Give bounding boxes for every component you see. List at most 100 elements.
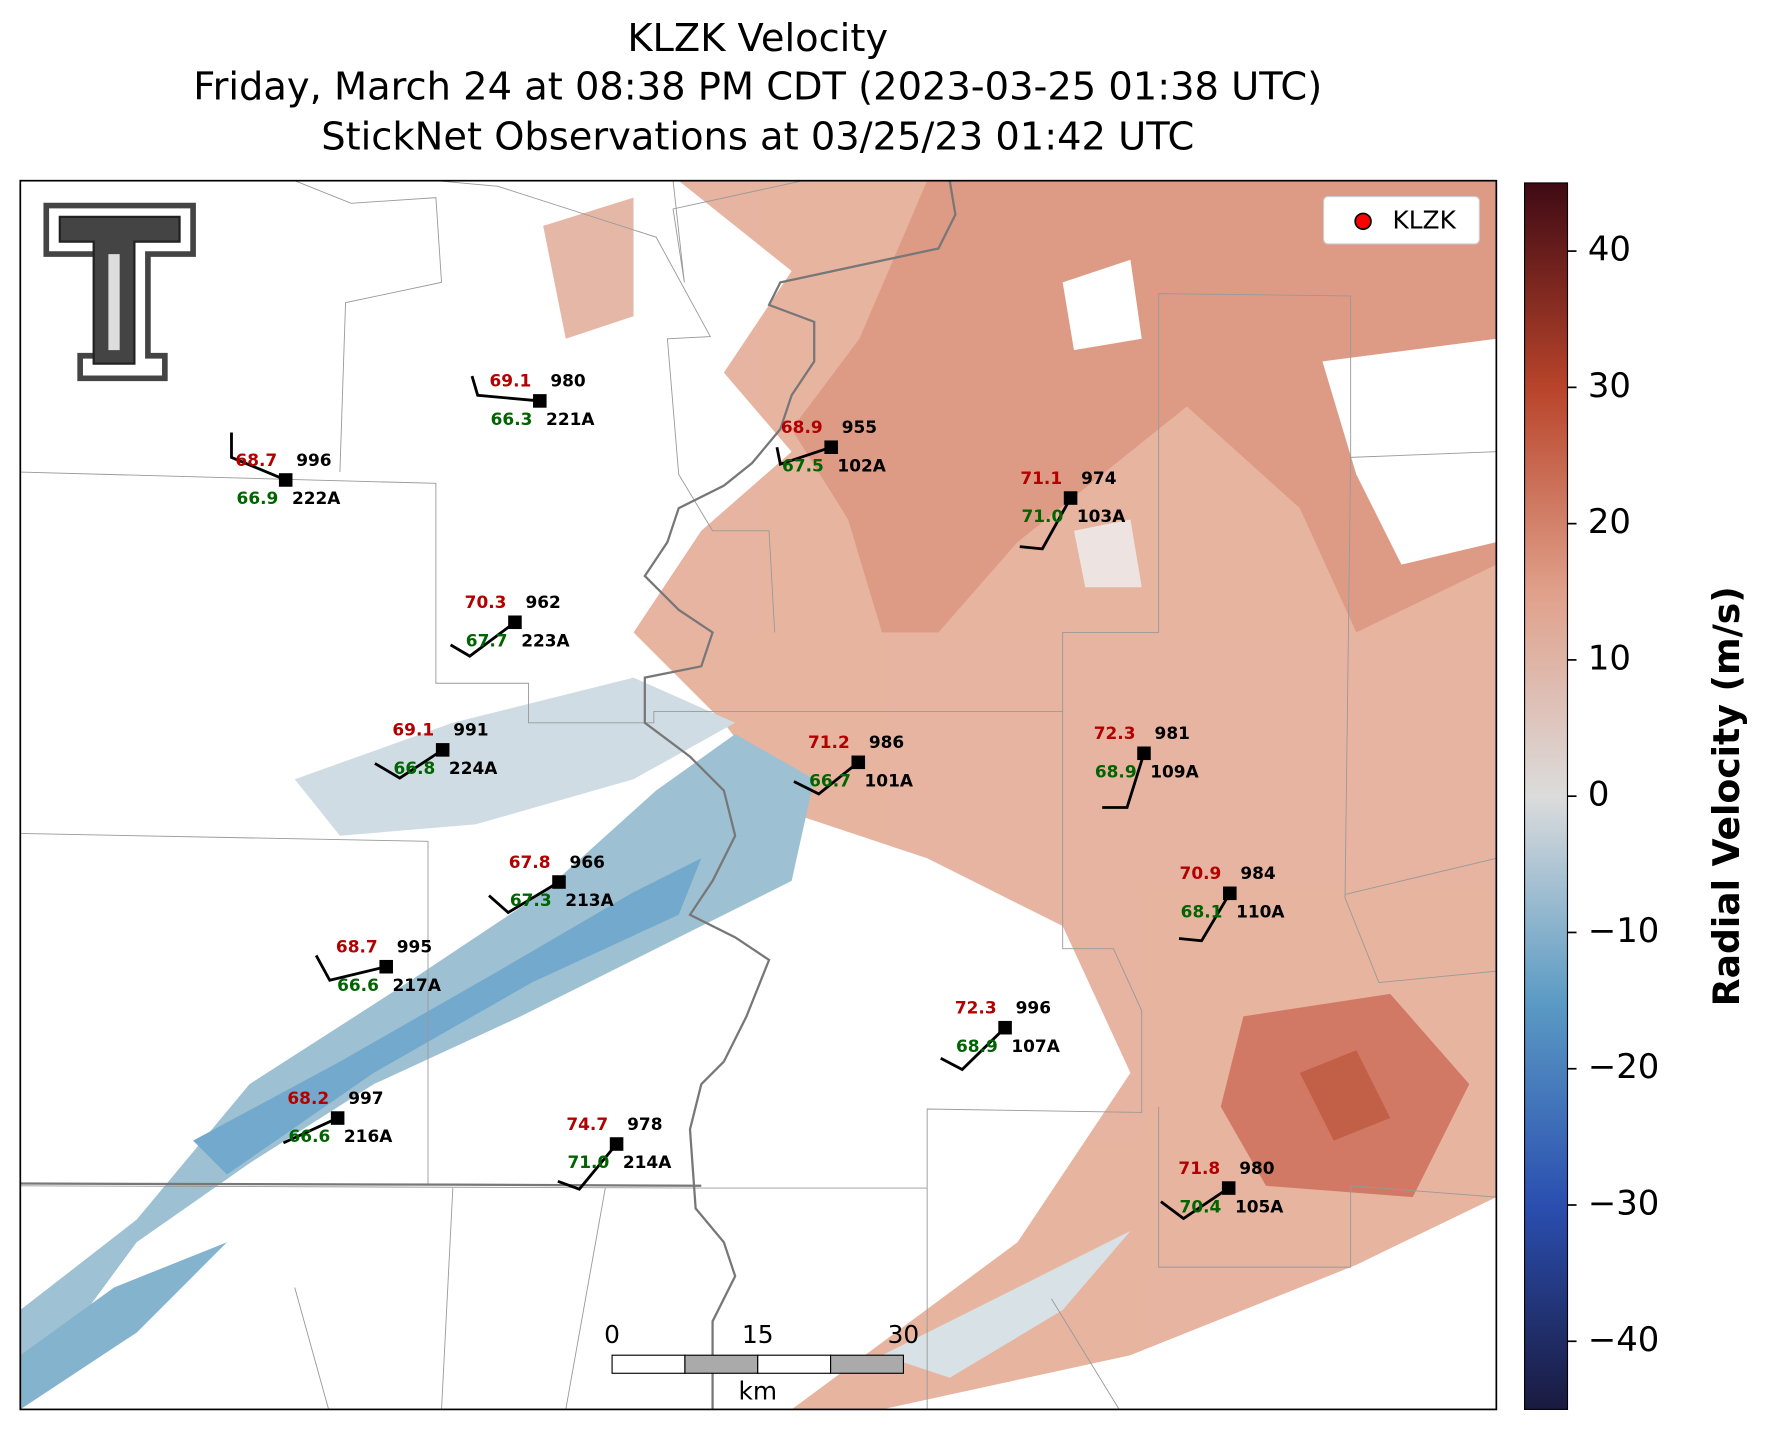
station: 70.9 984 68.1 110A xyxy=(1178,863,1285,943)
station-id: 216A xyxy=(344,1126,393,1146)
temperature: 67.8 xyxy=(509,852,551,872)
pressure: 995 xyxy=(397,937,432,957)
dewpoint: 66.9 xyxy=(237,488,279,508)
pressure: 974 xyxy=(1081,468,1116,488)
dewpoint: 68.9 xyxy=(1095,761,1137,781)
scale-tick-label: 0 xyxy=(604,1320,620,1349)
pressure: 986 xyxy=(869,732,904,752)
station: 71.1 974 71.0 103A xyxy=(1019,468,1126,551)
pressure: 991 xyxy=(453,720,488,740)
legend: KLZK xyxy=(1322,195,1480,245)
pressure: 962 xyxy=(526,592,561,612)
temperature: 74.7 xyxy=(566,1114,608,1134)
station-id: 223A xyxy=(521,630,570,650)
scale-segment xyxy=(611,1354,686,1374)
station-marker xyxy=(552,875,566,889)
temperature: 72.3 xyxy=(955,997,997,1017)
station-marker xyxy=(330,1111,345,1125)
legend-marker xyxy=(1354,212,1372,231)
logo xyxy=(43,202,196,382)
station-id: 109A xyxy=(1150,761,1199,781)
radar-echoes xyxy=(20,180,1497,1410)
colorbar-tick-label: 40 xyxy=(1588,230,1631,269)
colorbar-tick-label: 30 xyxy=(1588,366,1631,405)
dewpoint: 66.8 xyxy=(394,758,436,778)
station-marker xyxy=(435,743,450,757)
wind-barb xyxy=(1102,752,1146,809)
station-marker xyxy=(533,394,547,408)
county-lines xyxy=(20,180,1497,1410)
station-marker xyxy=(998,1020,1012,1035)
station-id: 107A xyxy=(1011,1036,1060,1056)
colorbar-tick-label: 10 xyxy=(1588,638,1631,677)
pressure: 978 xyxy=(627,1114,662,1134)
station-id: 102A xyxy=(837,455,886,475)
colorbar-ticks: −40 −30 −20 −10 0 10 20 30 40 xyxy=(1567,230,1659,1359)
wind-barb xyxy=(1019,497,1072,551)
pressure: 955 xyxy=(842,417,877,437)
dewpoint: 66.7 xyxy=(809,771,851,791)
station: 68.7 995 66.6 217A xyxy=(314,937,442,995)
temperature: 71.2 xyxy=(808,732,850,752)
station: 68.9 955 67.5 102A xyxy=(775,417,887,475)
station-id: 110A xyxy=(1236,902,1285,922)
station-marker xyxy=(609,1137,624,1151)
dewpoint: 67.3 xyxy=(510,890,552,910)
pressure: 984 xyxy=(1240,863,1275,883)
wind-barb xyxy=(775,445,832,467)
colorbar-label: Radial Velocity (m/s) xyxy=(1705,586,1748,1006)
scale-bar: 0 15 30 km xyxy=(604,1320,919,1405)
wind-barb xyxy=(940,1026,1007,1072)
station: 72.3 981 68.9 109A xyxy=(1094,723,1200,809)
scale-tick-label: 15 xyxy=(742,1320,774,1349)
wind-barb xyxy=(449,621,516,658)
colorbar xyxy=(1524,182,1569,1410)
station: 71.8 980 70.4 105A xyxy=(1160,1158,1284,1221)
temperature: 69.1 xyxy=(490,371,532,391)
colorbar-tick-label: −40 xyxy=(1588,1320,1660,1359)
temperature: 72.3 xyxy=(1094,723,1136,743)
station-marker xyxy=(1221,1181,1236,1195)
station: 70.3 962 67.7 223A xyxy=(449,592,571,658)
station-id: 224A xyxy=(449,758,498,778)
map-frame xyxy=(19,179,1498,1411)
dewpoint: 67.7 xyxy=(466,630,508,650)
dewpoint: 66.6 xyxy=(289,1126,331,1146)
pressure: 966 xyxy=(570,852,605,872)
station-marker xyxy=(1223,886,1237,901)
colorbar-tick-label: −20 xyxy=(1588,1047,1660,1086)
colorbar-tick-label: 0 xyxy=(1588,775,1610,814)
scale-tick-label: 30 xyxy=(888,1320,920,1349)
station: 74.7 978 71.0 214A xyxy=(557,1114,672,1191)
state-line xyxy=(20,1182,702,1187)
station-marker xyxy=(1137,746,1151,761)
station-id: 214A xyxy=(623,1152,672,1172)
river xyxy=(643,180,957,1410)
stations: 69.1 980 66.3 221A 68.7 996 66.9 222A 68.9 955 67.… xyxy=(230,371,1285,1221)
temperature: 70.9 xyxy=(1180,863,1222,883)
station-id: 103A xyxy=(1077,506,1126,526)
temperature: 68.7 xyxy=(235,450,277,470)
scale-unit: km xyxy=(738,1376,777,1405)
temperature: 68.2 xyxy=(287,1088,329,1108)
wind-barb xyxy=(557,1143,618,1191)
map: 69.1 980 66.3 221A 68.7 996 66.9 222A 68.9 955 67.… xyxy=(20,180,1497,1410)
wind-barb xyxy=(470,375,540,403)
pressure: 997 xyxy=(348,1088,383,1108)
station: 71.2 986 66.7 101A xyxy=(793,732,914,796)
station-marker xyxy=(1063,491,1078,505)
station-id: 101A xyxy=(865,771,914,791)
station: 67.8 966 67.3 213A xyxy=(488,852,615,915)
temperature: 68.9 xyxy=(781,417,823,437)
temperature: 71.8 xyxy=(1178,1158,1220,1178)
station-marker xyxy=(824,440,838,454)
station-id: 213A xyxy=(565,890,614,910)
legend-label: KLZK xyxy=(1392,205,1456,234)
station-id: 217A xyxy=(392,975,441,995)
station-id: 105A xyxy=(1235,1196,1284,1216)
wind-barb xyxy=(374,748,444,780)
wind-barb xyxy=(1178,892,1232,943)
temperature: 69.1 xyxy=(392,720,434,740)
station-marker xyxy=(379,959,393,974)
